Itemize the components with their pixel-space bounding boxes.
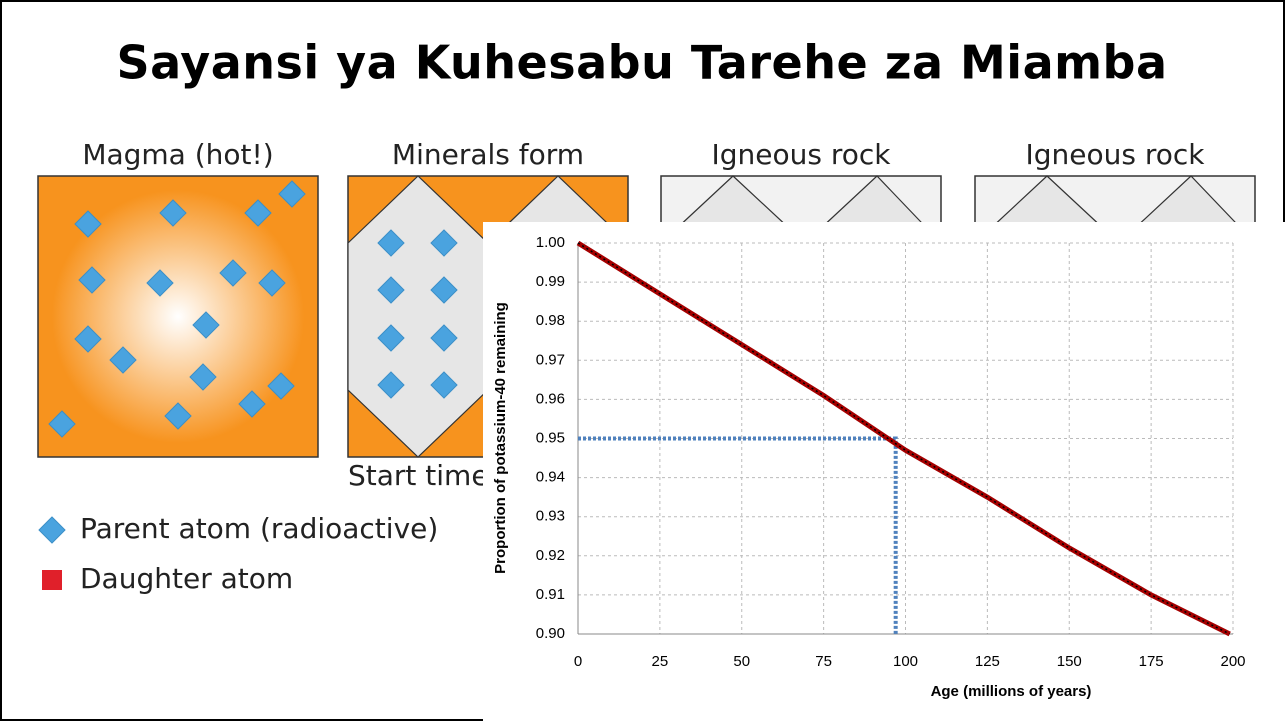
y-tick-label: 0.95 <box>536 429 565 446</box>
trend-line <box>577 242 1231 635</box>
y-axis-title: Proportion of potassium-40 remaining <box>492 302 509 574</box>
panel-label: Minerals form <box>392 138 584 171</box>
magma-panel <box>37 175 319 458</box>
slide-title: Sayansi ya Kuhesabu Tarehe za Miamba <box>116 36 1167 90</box>
y-tick-label: 1.00 <box>536 234 565 251</box>
legend-label: Daughter atom <box>80 562 293 595</box>
x-tick-label: 75 <box>815 653 832 670</box>
chart: Age (millions of years) Proportion of po… <box>483 222 1285 721</box>
panel-label: Magma (hot!) <box>82 138 273 171</box>
x-tick-label: 200 <box>1220 653 1245 670</box>
x-tick-label: 125 <box>975 653 1000 670</box>
chart-background <box>483 222 1285 721</box>
legend-marker <box>42 570 62 590</box>
y-tick-label: 0.90 <box>536 625 565 642</box>
y-tick-label: 0.91 <box>536 586 565 603</box>
caption: Start time <box>348 459 489 492</box>
x-tick-label: 25 <box>652 653 669 670</box>
x-tick-label: 175 <box>1139 653 1164 670</box>
y-tick-label: 0.92 <box>536 547 565 564</box>
y-tick-label: 0.94 <box>536 469 565 486</box>
x-tick-label: 0 <box>574 653 582 670</box>
panel-label: Igneous rock <box>711 138 891 171</box>
y-tick-label: 0.98 <box>536 312 565 329</box>
x-tick-label: 50 <box>733 653 750 670</box>
panel-label: Igneous rock <box>1025 138 1205 171</box>
y-tick-label: 0.97 <box>536 351 565 368</box>
x-axis-title: Age (millions of years) <box>931 683 1092 700</box>
y-tick-label: 0.93 <box>536 508 565 525</box>
y-tick-label: 0.96 <box>536 390 565 407</box>
legend-label: Parent atom (radioactive) <box>80 512 438 545</box>
x-tick-label: 150 <box>1057 653 1082 670</box>
reference-line <box>578 436 898 634</box>
y-tick-label: 0.99 <box>536 273 565 290</box>
x-tick-label: 100 <box>893 653 918 670</box>
